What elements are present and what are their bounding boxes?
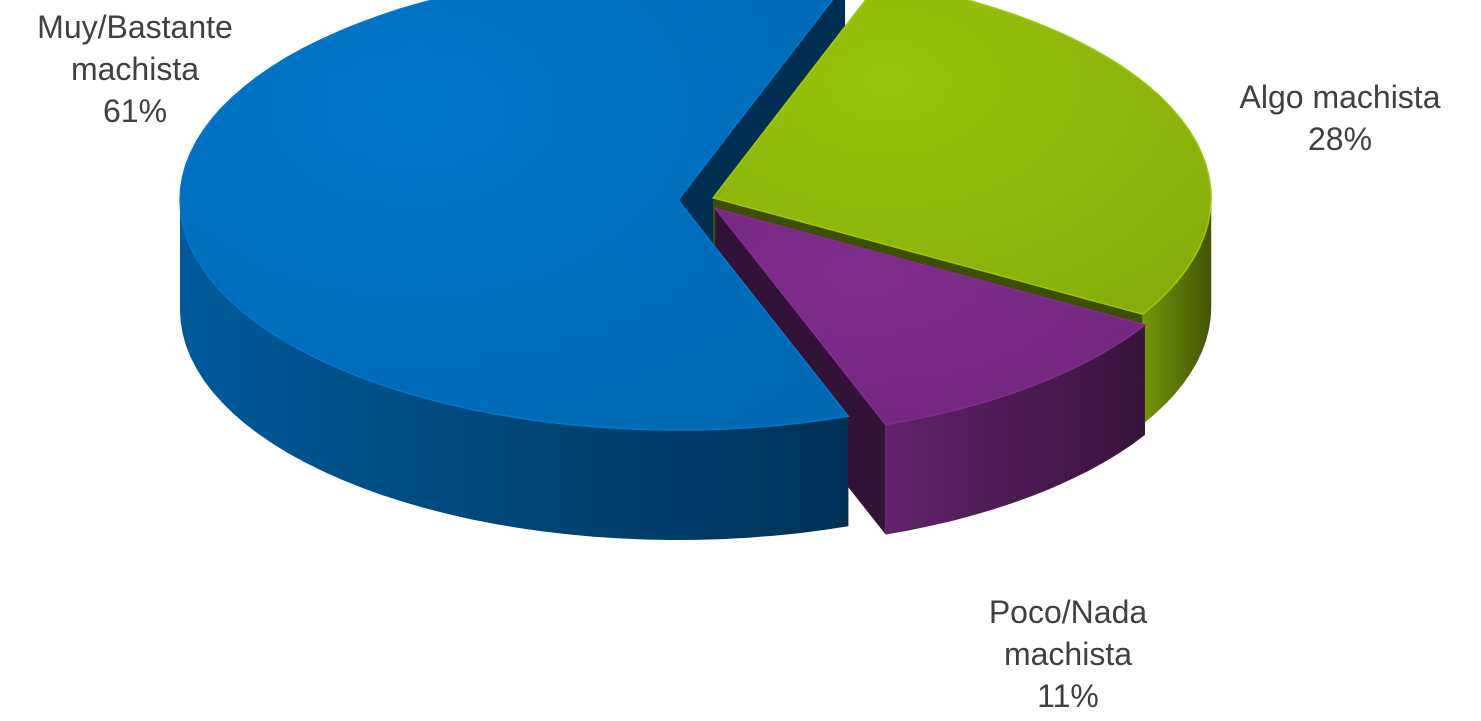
slice-tops-layer [179,0,1212,431]
slice-category-label-1-0: Algo machista [1240,79,1441,115]
pie-slice-2 [713,207,1147,426]
slice-category-label-0-1: machista [71,51,199,87]
slice-value-label-1: 28% [1308,121,1372,157]
slice-value-label-0: 61% [103,93,167,129]
slice-outer-wall-0-0 [180,200,849,540]
slice-value-label-2: 11% [1037,678,1099,714]
slice-labels-layer: Muy/Bastante machista 61% Algo machista 28% P… [37,9,1441,714]
pie-slice-1 [711,0,1212,316]
slice-outer-wall-1-0 [1142,197,1212,425]
slice-category-label-2-1: machista [1004,636,1132,672]
pie-slice-0 [179,0,850,431]
slice-category-label-0-0: Muy/Bastante [37,9,233,45]
slice-category-label-2-0: Poco/Nada [989,594,1148,630]
slice-outer-wall-2-0 [885,324,1145,535]
